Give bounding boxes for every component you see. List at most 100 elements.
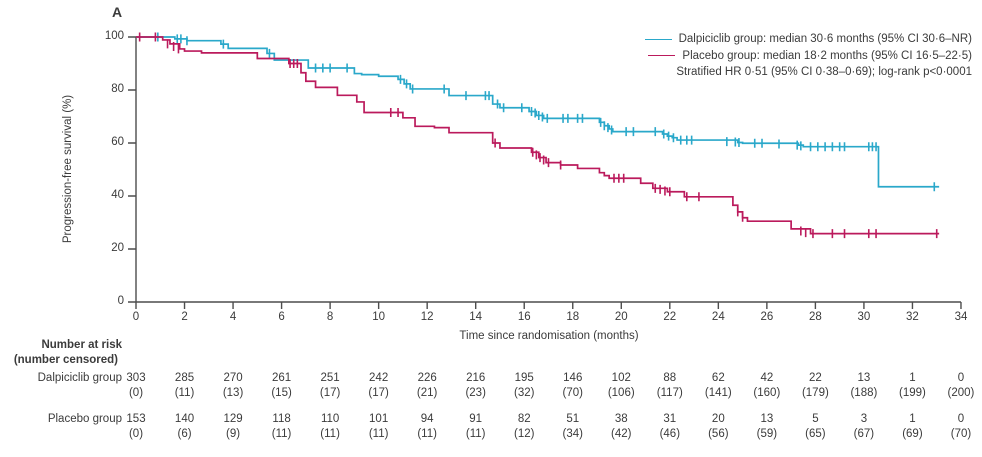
risk-at-risk-value: 42 xyxy=(760,372,774,384)
risk-at-risk-value: 146 xyxy=(563,372,583,384)
risk-at-risk-value: 13 xyxy=(857,372,871,384)
risk-censored-value: (106) xyxy=(607,387,635,399)
risk-at-risk-value: 22 xyxy=(808,372,822,384)
risk-at-risk-value: 140 xyxy=(174,413,195,425)
y-tick-label: 60 xyxy=(111,135,124,148)
risk-censored-value: (0) xyxy=(128,387,144,399)
legend-label-placebo: Placebo group: median 18·2 months (95% C… xyxy=(682,49,972,62)
risk-censored-value: (141) xyxy=(704,387,732,399)
risk-censored-value: (17) xyxy=(368,387,389,399)
risk-at-risk-value: 88 xyxy=(663,372,677,384)
risk-censored-value: (0) xyxy=(128,428,144,440)
risk-censored-value: (56) xyxy=(708,428,729,440)
risk-censored-value: (13) xyxy=(222,387,244,399)
legend-label-dalpiciclib: Dalpiciclib group: median 30·6 months (9… xyxy=(678,33,972,46)
x-tick-label: 24 xyxy=(711,311,725,323)
x-tick-label: 18 xyxy=(566,311,580,323)
risk-at-risk-value: 110 xyxy=(320,413,340,425)
risk-at-risk-value: 195 xyxy=(514,372,534,384)
x-tick-label: 28 xyxy=(808,311,822,323)
axes xyxy=(128,36,962,309)
risk-row-label-dalpiciclib: Dalpiciclib group xyxy=(37,372,122,384)
risk-censored-value: (46) xyxy=(659,428,681,440)
risk-censored-value: (17) xyxy=(319,387,341,399)
risk-at-risk-value: 3 xyxy=(860,413,868,425)
x-tick-label: 4 xyxy=(229,311,237,323)
x-tick-label: 30 xyxy=(857,311,871,323)
risk-censored-value: (70) xyxy=(950,428,972,440)
risk-table-header-line2: (number censored) xyxy=(13,354,118,366)
risk-at-risk-value: 251 xyxy=(320,372,340,384)
risk-at-risk-value: 285 xyxy=(174,372,195,384)
placebo-curve xyxy=(136,36,940,235)
risk-at-risk-value: 5 xyxy=(812,413,819,425)
risk-censored-value: (117) xyxy=(656,387,683,399)
risk-censored-value: (21) xyxy=(416,387,438,399)
risk-censored-value: (23) xyxy=(465,387,486,399)
risk-at-risk-value: 31 xyxy=(663,413,677,425)
placebo-line-swatch-icon xyxy=(648,55,676,57)
risk-at-risk-value: 270 xyxy=(223,372,243,384)
panel-label: A xyxy=(112,4,123,20)
risk-at-risk-value: 20 xyxy=(711,413,725,425)
risk-at-risk-value: 1 xyxy=(909,413,916,425)
risk-at-risk-value: 102 xyxy=(611,372,631,384)
x-tick-label: 14 xyxy=(469,311,483,323)
risk-censored-value: (42) xyxy=(611,428,632,440)
risk-censored-value: (11) xyxy=(174,387,195,399)
risk-censored-value: (160) xyxy=(753,387,781,399)
risk-censored-value: (12) xyxy=(513,428,535,440)
risk-row-label-placebo: Placebo group xyxy=(47,413,122,425)
risk-at-risk-value: 153 xyxy=(126,413,146,425)
risk-censored-value: (9) xyxy=(226,428,241,440)
x-tick-label: 6 xyxy=(278,311,285,323)
risk-censored-value: (199) xyxy=(899,387,926,399)
risk-at-risk-value: 91 xyxy=(469,413,483,425)
risk-table-header-line1: Number at risk xyxy=(41,339,122,351)
x-tick-label: 20 xyxy=(614,311,628,323)
hr-annotation-text: Stratified HR 0·51 (95% CI 0·38–0·69); l… xyxy=(676,66,972,79)
risk-censored-value: (32) xyxy=(513,387,535,399)
risk-censored-value: (179) xyxy=(801,387,829,399)
x-tick-label: 0 xyxy=(132,311,140,323)
risk-at-risk-value: 118 xyxy=(272,413,291,425)
y-tick-label: 40 xyxy=(111,188,124,201)
x-tick-label: 12 xyxy=(420,311,434,323)
risk-at-risk-value: 101 xyxy=(369,413,389,425)
risk-at-risk-value: 82 xyxy=(517,413,531,425)
risk-at-risk-value: 51 xyxy=(566,413,580,425)
risk-censored-value: (11) xyxy=(271,428,292,440)
risk-censored-value: (188) xyxy=(850,387,878,399)
x-tick-label: 10 xyxy=(372,311,386,323)
risk-at-risk-value: 62 xyxy=(711,372,725,384)
x-tick-label: 34 xyxy=(954,311,968,323)
chart-legend: Dalpiciclib group: median 30·6 months (9… xyxy=(644,31,972,81)
risk-at-risk-value: 94 xyxy=(420,413,434,425)
x-axis-title: Time since randomisation (months) xyxy=(459,330,639,342)
y-tick-label: 0 xyxy=(117,294,124,307)
x-tick-label: 2 xyxy=(181,311,188,323)
dalpiciclib-line-swatch-icon xyxy=(644,38,672,40)
risk-censored-value: (6) xyxy=(177,428,192,440)
legend-row-dalpiciclib: Dalpiciclib group: median 30·6 months (9… xyxy=(644,31,972,48)
risk-censored-value: (65) xyxy=(805,428,826,440)
risk-at-risk-value: 13 xyxy=(760,413,774,425)
y-tick-label: 20 xyxy=(111,241,124,254)
x-tick-label: 8 xyxy=(326,311,334,323)
x-tick-label: 16 xyxy=(517,311,531,323)
risk-at-risk-value: 129 xyxy=(223,413,243,425)
y-tick-label: 100 xyxy=(104,29,124,42)
risk-censored-value: (11) xyxy=(465,428,486,440)
risk-at-risk-value: 1 xyxy=(909,372,916,384)
risk-at-risk-value: 261 xyxy=(271,372,292,384)
legend-row-placebo: Placebo group: median 18·2 months (95% C… xyxy=(645,48,972,65)
risk-censored-value: (67) xyxy=(853,428,875,440)
risk-at-risk-value: 38 xyxy=(614,413,628,425)
x-tick-label: 22 xyxy=(663,311,677,323)
risk-censored-value: (34) xyxy=(562,428,583,440)
risk-at-risk-value: 216 xyxy=(466,372,486,384)
risk-censored-value: (69) xyxy=(902,428,923,440)
risk-censored-value: (70) xyxy=(562,387,583,399)
placebo-censor-marks xyxy=(138,32,938,239)
